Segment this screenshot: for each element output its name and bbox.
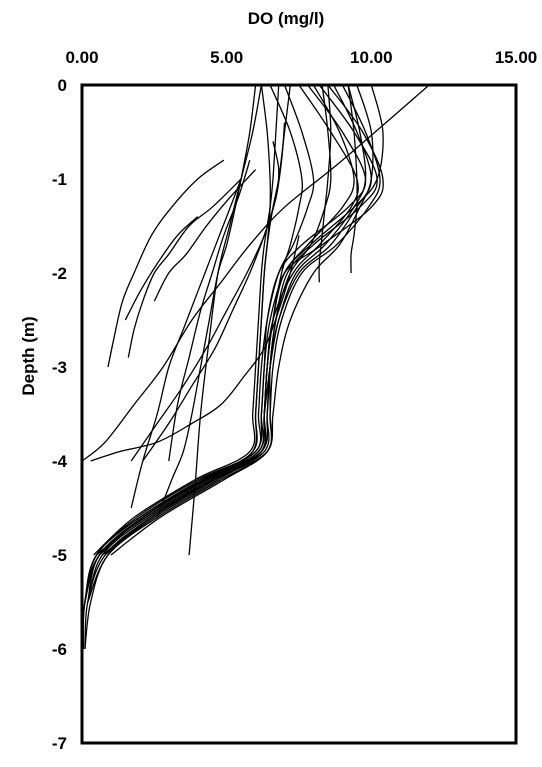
do-profile-line [104, 85, 272, 556]
y-tick-labels: 0 -1 -2 -3 -4 -5 -6 -7 [52, 76, 68, 753]
plot-frame [80, 83, 518, 745]
do-profile-line [84, 85, 355, 603]
do-profile-line [142, 122, 286, 462]
y-tick-label: 0 [58, 76, 67, 95]
y-tick-label: -2 [52, 264, 67, 283]
do-profile-line [90, 235, 300, 462]
do-profile-line [82, 85, 367, 650]
x-tick-label: 15.00 [495, 48, 538, 67]
do-profile-line [84, 85, 378, 650]
do-profile-line [93, 85, 280, 556]
do-profile-line [318, 85, 332, 283]
y-tick-label: -3 [52, 358, 67, 377]
do-profile-lines [82, 85, 430, 650]
y-tick-label: -7 [52, 734, 67, 753]
do-profile-line [188, 85, 263, 556]
do-profile-line [168, 160, 251, 462]
do-profile-line [127, 178, 242, 358]
y-tick-label: -6 [52, 640, 67, 659]
do-profile-line [82, 85, 384, 650]
x-axis-title: DO (mg/l) [248, 9, 325, 28]
do-profile-line [82, 85, 430, 462]
do-profile-line [101, 85, 384, 556]
x-tick-label: 5.00 [210, 48, 243, 67]
do-profile-line [110, 85, 374, 556]
x-tick-label: 10.00 [350, 48, 393, 67]
do-profile-line [153, 169, 257, 302]
do-profile-line [84, 85, 359, 650]
x-tick-label: 0.00 [65, 48, 98, 67]
y-tick-label: -5 [52, 546, 67, 565]
x-tick-labels: 0.00 5.00 10.00 15.00 [65, 48, 537, 67]
do-profile-line [84, 85, 315, 603]
do-profile-line [130, 178, 242, 509]
do-profile-line [107, 159, 225, 368]
do-profile-line [124, 216, 199, 321]
y-axis-title: Depth (m) [19, 316, 38, 395]
do-profile-line [130, 141, 280, 462]
do-profile-line [87, 85, 381, 603]
do-profile-line [347, 85, 358, 274]
y-tick-label: -4 [52, 452, 68, 471]
y-tick-label: -1 [52, 170, 67, 189]
